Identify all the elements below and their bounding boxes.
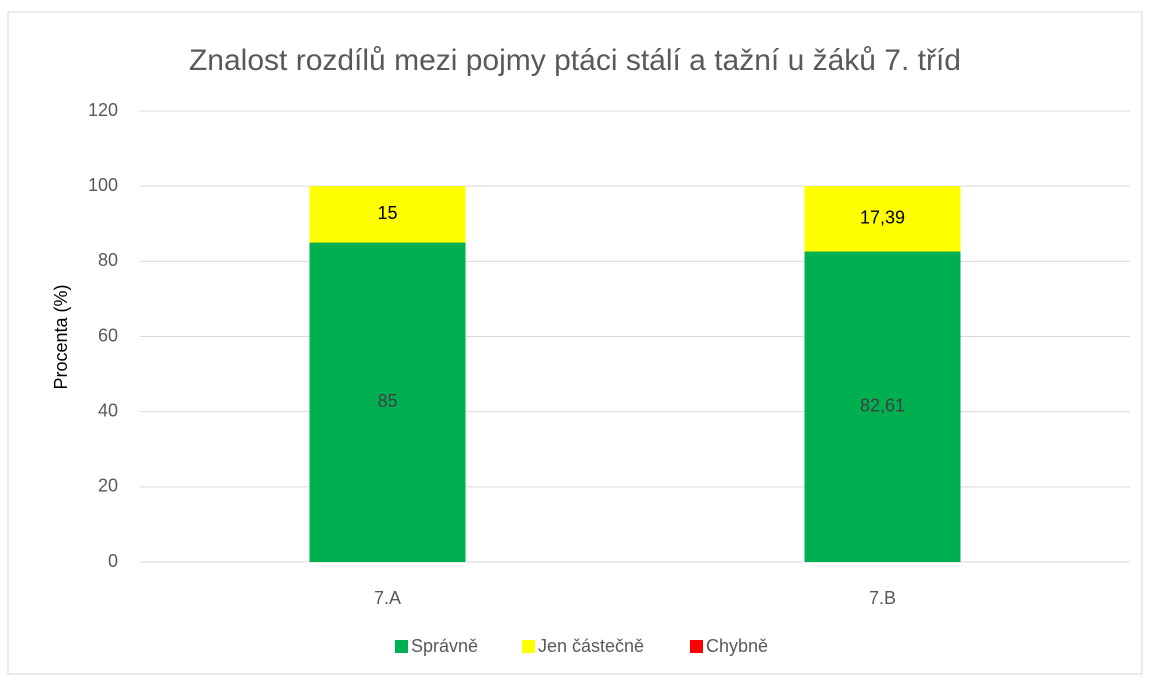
legend-label: Správně bbox=[411, 636, 478, 656]
y-tick-label: 20 bbox=[98, 476, 118, 496]
y-axis-label: Procenta (%) bbox=[51, 284, 71, 389]
y-tick-label: 40 bbox=[98, 400, 118, 420]
legend-swatch bbox=[690, 640, 703, 653]
data-label: 17,39 bbox=[860, 208, 905, 228]
bar-segment bbox=[309, 242, 466, 562]
legend-label: Jen částečně bbox=[538, 636, 644, 656]
x-tick-label: 7.B bbox=[869, 588, 896, 608]
data-label: 85 bbox=[377, 391, 397, 411]
y-tick-label: 0 bbox=[108, 551, 118, 571]
y-tick-label: 60 bbox=[98, 325, 118, 345]
legend-swatch bbox=[395, 640, 408, 653]
data-label: 15 bbox=[377, 203, 397, 223]
y-tick-label: 100 bbox=[88, 175, 118, 195]
bar-segment bbox=[804, 186, 961, 252]
legend-label: Chybně bbox=[706, 636, 768, 656]
legend-swatch bbox=[522, 640, 535, 653]
data-label: 82,61 bbox=[860, 396, 905, 416]
y-tick-label: 80 bbox=[98, 250, 118, 270]
bar-segment bbox=[804, 251, 961, 562]
bar-segment bbox=[309, 186, 466, 243]
x-tick-label: 7.A bbox=[374, 588, 401, 608]
chart-title: Znalost rozdílů mezi pojmy ptáci stálí a… bbox=[189, 44, 961, 77]
y-tick-label: 120 bbox=[88, 100, 118, 120]
